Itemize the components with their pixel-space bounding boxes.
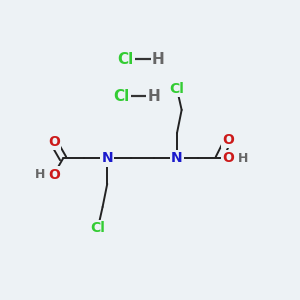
Text: H: H bbox=[238, 152, 248, 165]
Text: Cl: Cl bbox=[113, 88, 129, 104]
Text: Cl: Cl bbox=[91, 221, 105, 235]
Text: N: N bbox=[171, 152, 183, 165]
Text: O: O bbox=[48, 168, 60, 182]
Text: H: H bbox=[147, 88, 160, 104]
Text: O: O bbox=[222, 152, 234, 165]
Text: N: N bbox=[101, 152, 113, 165]
Text: O: O bbox=[48, 135, 60, 149]
Text: Cl: Cl bbox=[118, 52, 134, 67]
Text: H: H bbox=[34, 168, 45, 181]
Text: H: H bbox=[152, 52, 165, 67]
Text: Cl: Cl bbox=[169, 82, 184, 96]
Text: O: O bbox=[222, 133, 234, 147]
